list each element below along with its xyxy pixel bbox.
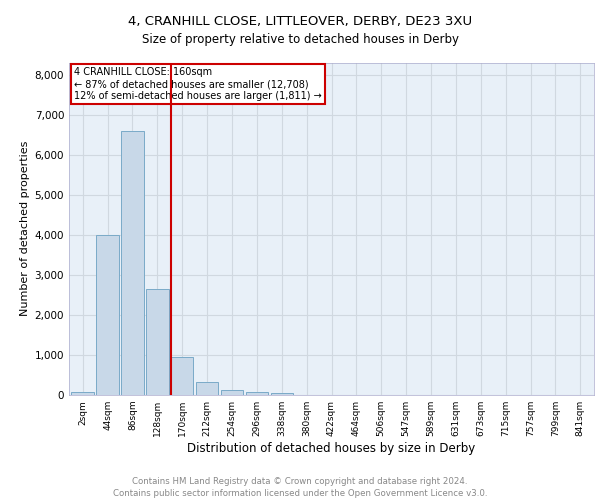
Text: Contains HM Land Registry data © Crown copyright and database right 2024.
Contai: Contains HM Land Registry data © Crown c… bbox=[113, 476, 487, 498]
Bar bbox=[71, 392, 94, 395]
Bar bbox=[171, 357, 193, 395]
Bar bbox=[221, 390, 243, 395]
Bar bbox=[97, 235, 119, 395]
Text: 4 CRANHILL CLOSE: 160sqm
← 87% of detached houses are smaller (12,708)
12% of se: 4 CRANHILL CLOSE: 160sqm ← 87% of detach… bbox=[74, 68, 322, 100]
Text: Size of property relative to detached houses in Derby: Size of property relative to detached ho… bbox=[142, 32, 458, 46]
Bar bbox=[121, 130, 143, 395]
Bar bbox=[245, 392, 268, 395]
Y-axis label: Number of detached properties: Number of detached properties bbox=[20, 141, 31, 316]
Bar bbox=[146, 289, 169, 395]
Bar bbox=[271, 393, 293, 395]
Text: 4, CRANHILL CLOSE, LITTLEOVER, DERBY, DE23 3XU: 4, CRANHILL CLOSE, LITTLEOVER, DERBY, DE… bbox=[128, 15, 472, 28]
X-axis label: Distribution of detached houses by size in Derby: Distribution of detached houses by size … bbox=[187, 442, 476, 455]
Bar bbox=[196, 382, 218, 395]
